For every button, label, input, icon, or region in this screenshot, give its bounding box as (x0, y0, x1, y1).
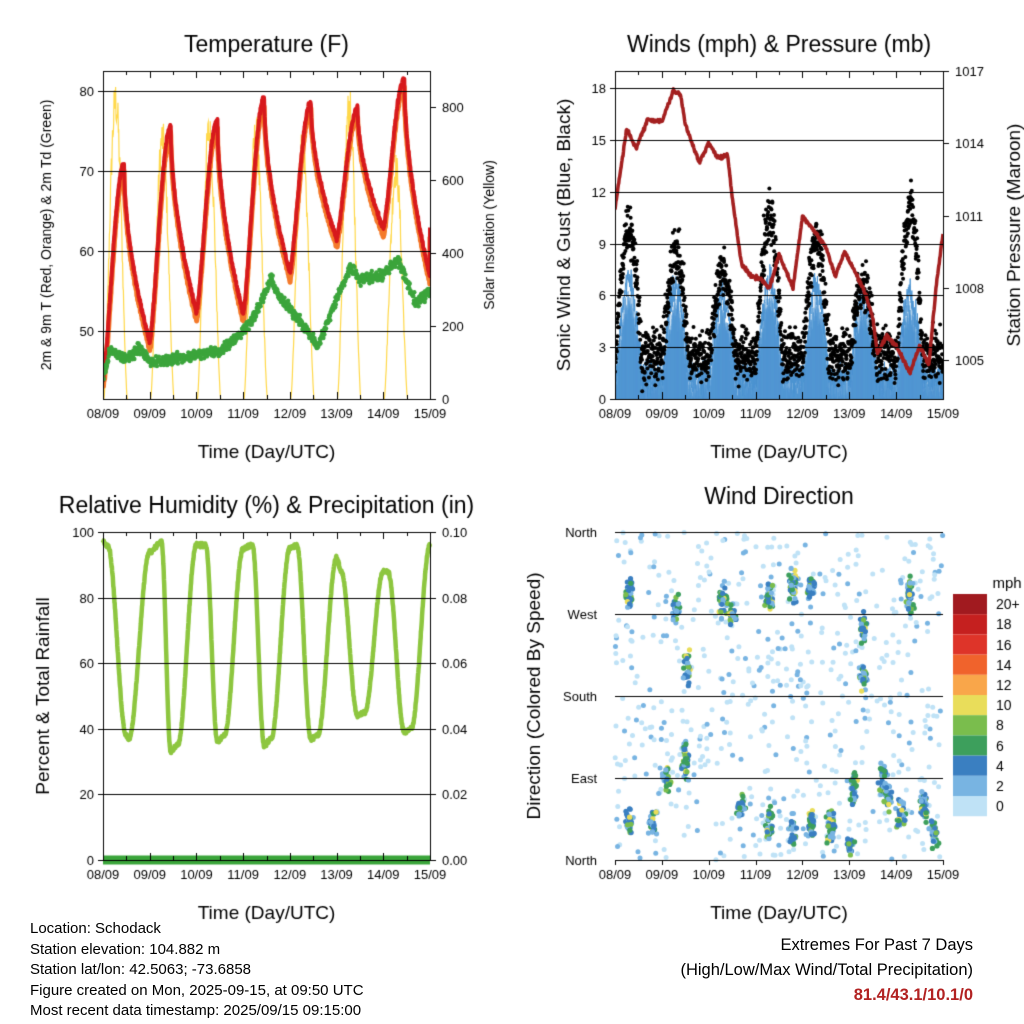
extremes-title: Extremes For Past 7 Days (780, 936, 973, 954)
recent-timestamp: Most recent data timestamp: 2025/09/15 0… (30, 1002, 362, 1019)
extremes-subtitle: (High/Low/Max Wind/Total Precipitation) (680, 961, 973, 979)
station-elevation: Station elevation: 104.882 m (30, 940, 221, 958)
figure-created: Figure created on Mon, 2025-09-15, at 09… (30, 981, 364, 999)
station-info: Location: Schodack Station elevation: 10… (30, 919, 364, 1022)
extremes-values: 81.4/43.1/10.1/0 (853, 986, 973, 1004)
station-location: Location: Schodack (30, 920, 161, 937)
extremes-box: Extremes For Past 7 Days (High/Low/Max W… (680, 933, 973, 1008)
station-latlon: Station lat/lon: 42.5063; -73.6858 (30, 961, 252, 978)
